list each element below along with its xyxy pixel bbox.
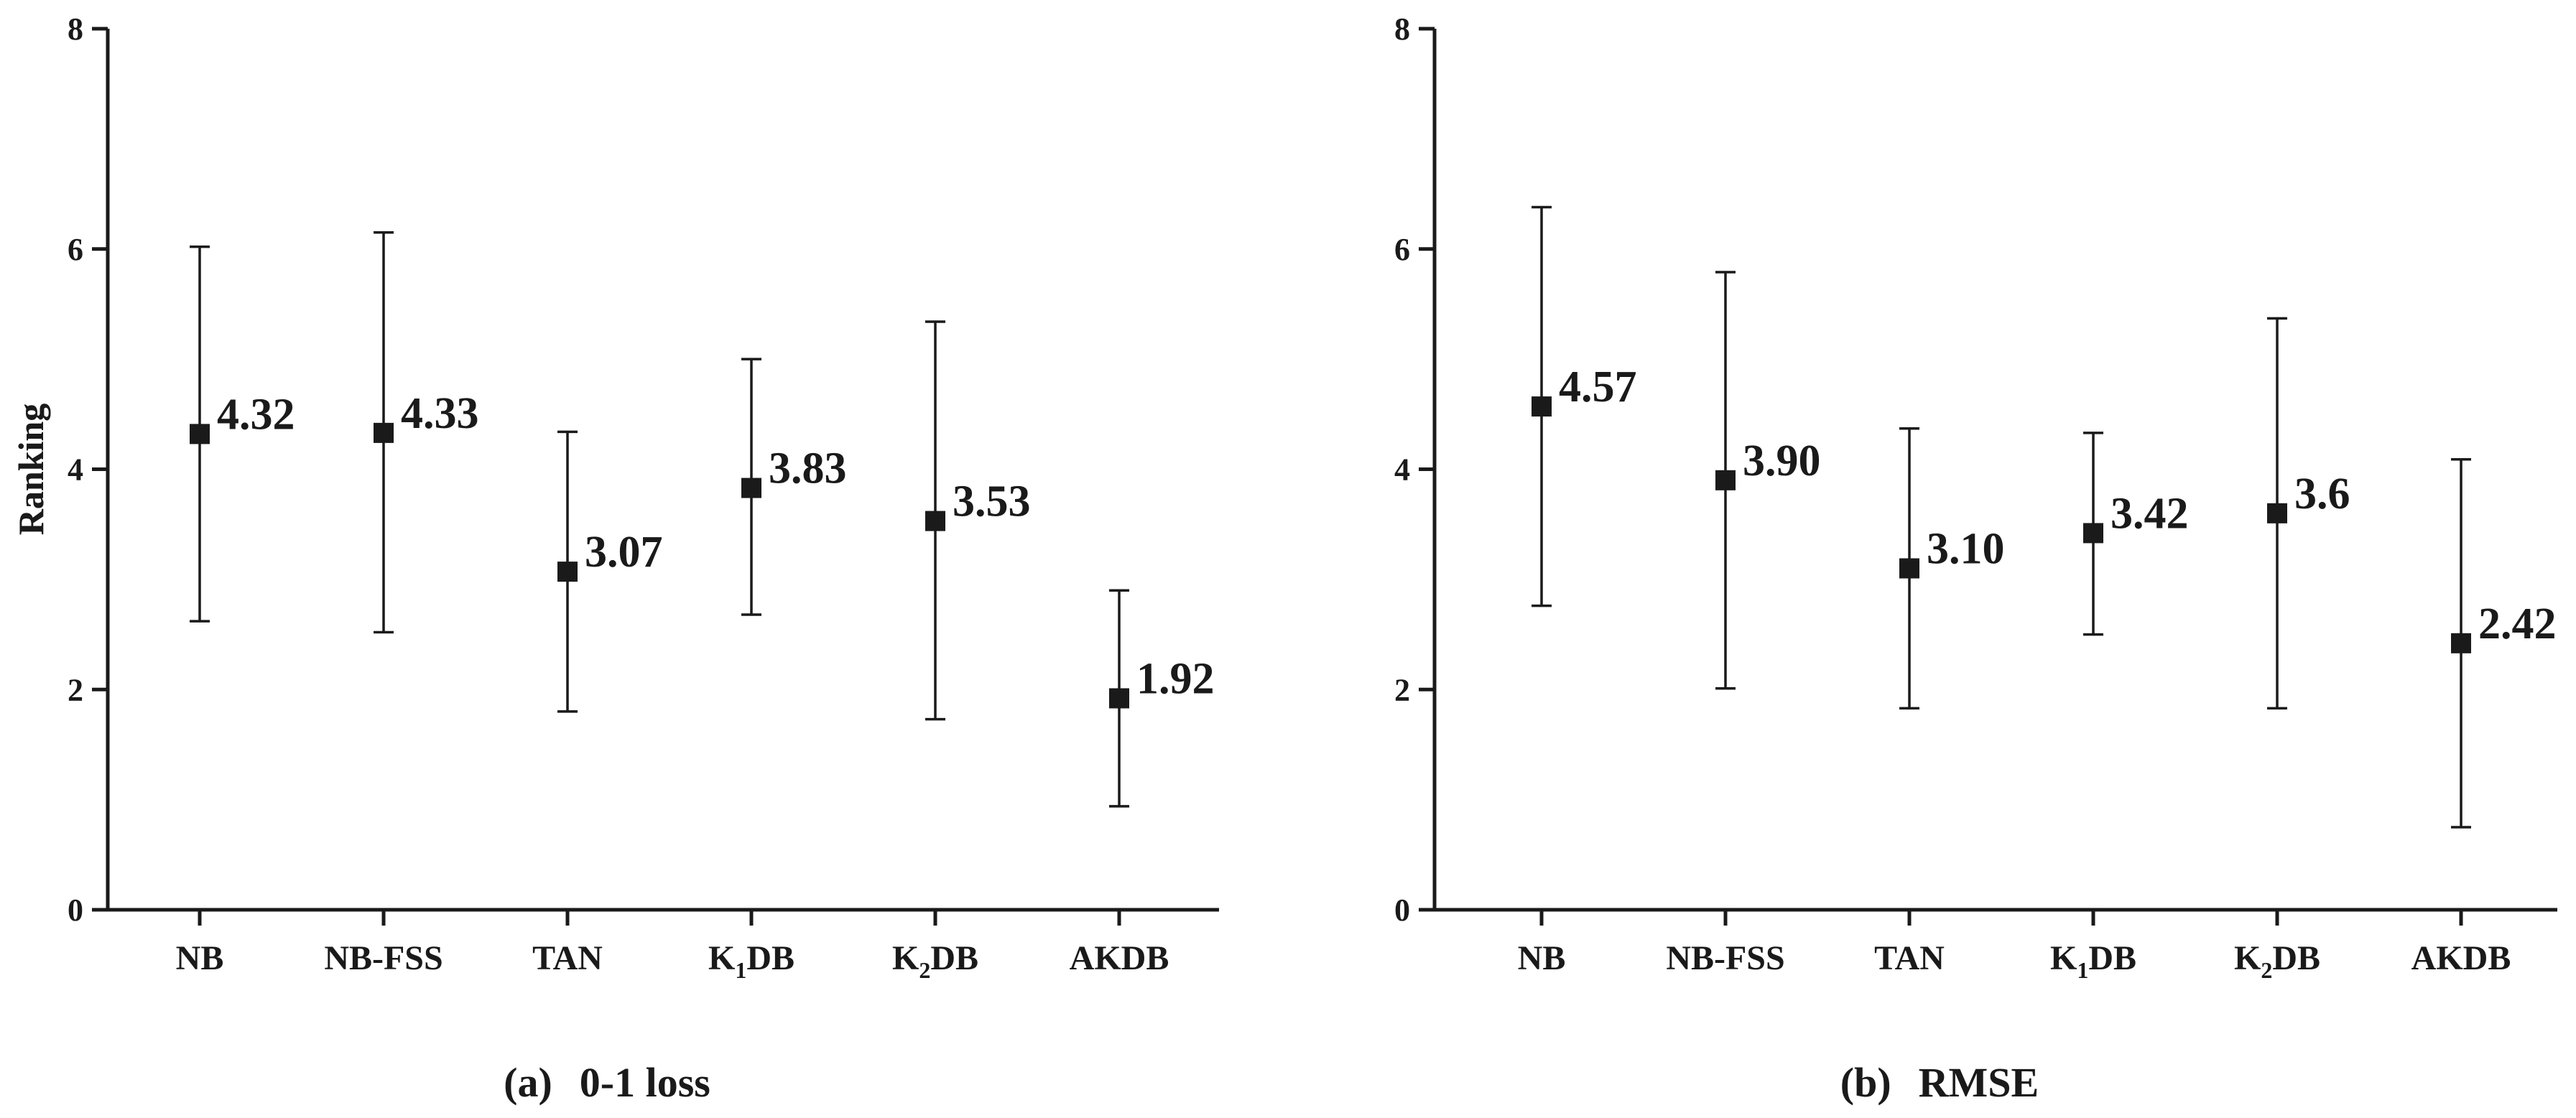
- y-tick-label: 2: [68, 672, 83, 707]
- panel-caption-letter: (a): [504, 1059, 552, 1106]
- data-point-marker: [1899, 558, 1919, 579]
- panel-title: 0-1 loss: [580, 1059, 710, 1106]
- x-tick-label: NB: [1518, 939, 1566, 977]
- x-tick-label: K2DB: [2234, 939, 2320, 983]
- data-value-label: 2.42: [2478, 600, 2557, 648]
- x-tick-label-text: TAN: [532, 939, 603, 977]
- data-point-marker: [2267, 503, 2287, 523]
- data-point-marker: [925, 511, 945, 531]
- x-tick-label-suffix: DB: [930, 939, 978, 977]
- data-value-label: 3.42: [2111, 489, 2189, 538]
- panel-0-1-loss: 02468RankingNB4.32NB-FSS4.33TAN3.07K1DB3…: [11, 11, 1219, 1106]
- x-tick-label: K2DB: [892, 939, 978, 983]
- data-value-label: 4.33: [401, 389, 479, 438]
- data-point-marker: [1715, 470, 1736, 490]
- x-tick-label: AKDB: [1070, 939, 1169, 977]
- x-tick-label: AKDB: [2411, 939, 2511, 977]
- x-tick-label-text: AKDB: [1070, 939, 1169, 977]
- x-tick-label-text: K: [2050, 939, 2077, 977]
- panel-rmse: 02468RankingNB4.57NB-FSS3.90TAN3.10K1DB3…: [11, 11, 2557, 1106]
- y-tick-label: 6: [68, 232, 83, 267]
- x-tick-label: NB-FSS: [324, 939, 443, 977]
- data-value-label: 1.92: [1136, 655, 1215, 704]
- y-axis-label: Ranking: [11, 404, 51, 535]
- data-point-marker: [190, 424, 210, 444]
- data-point-marker: [374, 422, 394, 443]
- y-tick-label: 0: [68, 893, 83, 928]
- x-tick-label: TAN: [1874, 939, 1945, 977]
- x-tick-label-text: NB-FSS: [1666, 939, 1784, 977]
- y-tick-label: 6: [1394, 232, 1410, 267]
- data-value-label: 3.07: [585, 528, 663, 577]
- data-value-label: 3.83: [769, 444, 847, 493]
- x-tick-label-text: AKDB: [2411, 939, 2511, 977]
- x-tick-label: K1DB: [2050, 939, 2136, 983]
- x-tick-label-suffix: DB: [2272, 939, 2320, 977]
- panel-caption-letter: (b): [1840, 1059, 1891, 1106]
- data-value-label: 3.53: [953, 478, 1031, 526]
- data-point-marker: [557, 562, 578, 582]
- y-tick-label: 8: [1394, 11, 1410, 47]
- x-tick-label: NB-FSS: [1666, 939, 1784, 977]
- y-tick-label: 4: [68, 452, 83, 488]
- x-tick-label-subscript: 2: [2261, 957, 2272, 983]
- x-tick-label-text: K: [892, 939, 919, 977]
- x-tick-label-text: NB-FSS: [324, 939, 443, 977]
- y-tick-label: 8: [68, 11, 83, 47]
- x-tick-label-suffix: DB: [746, 939, 794, 977]
- x-tick-label-subscript: 2: [919, 957, 930, 983]
- x-tick-label: NB: [176, 939, 224, 977]
- x-tick-label-suffix: DB: [2088, 939, 2136, 977]
- data-value-label: 4.32: [217, 390, 295, 439]
- x-tick-label: TAN: [532, 939, 603, 977]
- data-point-marker: [1532, 396, 1552, 417]
- x-tick-label: K1DB: [708, 939, 794, 983]
- panel-title: RMSE: [1919, 1059, 2039, 1106]
- data-point-marker: [1109, 688, 1129, 709]
- panel-caption: (b) RMSE: [1840, 1059, 2039, 1106]
- data-point-marker: [2083, 523, 2103, 544]
- y-tick-label: 2: [1394, 672, 1410, 707]
- data-value-label: 3.6: [2294, 470, 2350, 518]
- data-point-marker: [741, 478, 761, 498]
- x-tick-label-text: TAN: [1874, 939, 1945, 977]
- y-tick-label: 4: [1394, 452, 1410, 488]
- x-tick-label-text: K: [2234, 939, 2261, 977]
- x-tick-label-text: NB: [176, 939, 224, 977]
- y-axis-label: Ranking: [11, 404, 51, 535]
- data-point-marker: [2451, 633, 2471, 653]
- x-tick-label-subscript: 1: [735, 957, 746, 983]
- data-value-label: 3.10: [1927, 525, 2005, 574]
- data-value-label: 4.57: [1559, 363, 1637, 411]
- x-tick-label-text: K: [708, 939, 735, 977]
- y-tick-label: 0: [1394, 893, 1410, 928]
- panel-caption: (a) 0-1 loss: [504, 1059, 710, 1106]
- data-value-label: 3.90: [1743, 437, 1821, 485]
- x-tick-label-subscript: 1: [2077, 957, 2088, 983]
- x-tick-label-text: NB: [1518, 939, 1566, 977]
